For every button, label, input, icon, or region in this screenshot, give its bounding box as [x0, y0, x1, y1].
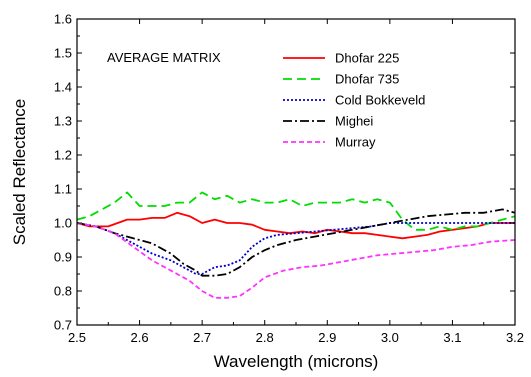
legend: Dhofar 225 Dhofar 735 Cold Bokkeveld Mighei…: [283, 51, 425, 150]
x-axis-title: Wavelength (microns): [214, 352, 379, 371]
x-tick-label: 2.5: [68, 330, 86, 345]
x-tick-label: 2.7: [193, 330, 211, 345]
y-tick-label: 1.3: [54, 114, 72, 129]
y-tick-label: 0.9: [54, 250, 72, 265]
x-tick-label: 3.1: [443, 330, 461, 345]
legend-label-2: Dhofar 735: [335, 72, 399, 87]
y-tick-label: 1.1: [54, 182, 72, 197]
y-axis-title: Scaled Reflectance: [10, 99, 29, 245]
x-tick-label: 2.6: [131, 330, 149, 345]
y-tick-label: 1.5: [54, 46, 72, 61]
y-tick-label: 1.0: [54, 216, 72, 231]
x-tick-label: 3.2: [506, 330, 524, 345]
y-tick-label: 0.7: [54, 318, 72, 333]
x-tick-label: 2.9: [318, 330, 336, 345]
y-tick-label: 0.8: [54, 284, 72, 299]
legend-label-3: Cold Bokkeveld: [335, 93, 425, 108]
y-tick-label: 1.6: [54, 12, 72, 27]
series-line-4: [76, 208, 516, 277]
y-tick-label: 1.4: [54, 80, 72, 95]
x-tick-label: 3.0: [381, 330, 399, 345]
series-line-1: [76, 211, 515, 240]
series-line-5: [76, 222, 516, 299]
y-tick-label: 1.2: [54, 148, 72, 163]
ticks-layer: 2.5 2.6 2.7 2.8 2.9 3.0 3.1 3.2 0.7 0.8 0.9 1.0 1.1 1…: [54, 12, 524, 346]
series-layer: [76, 191, 516, 299]
series-line-3: [76, 222, 515, 275]
legend-label-5: Murray: [335, 135, 376, 150]
annotation-average-matrix: AVERAGE MATRIX: [107, 50, 221, 65]
legend-label-4: Mighei: [335, 114, 373, 129]
series-line-2: [76, 191, 516, 231]
x-tick-label: 2.8: [256, 330, 274, 345]
legend-label-1: Dhofar 225: [335, 51, 399, 66]
